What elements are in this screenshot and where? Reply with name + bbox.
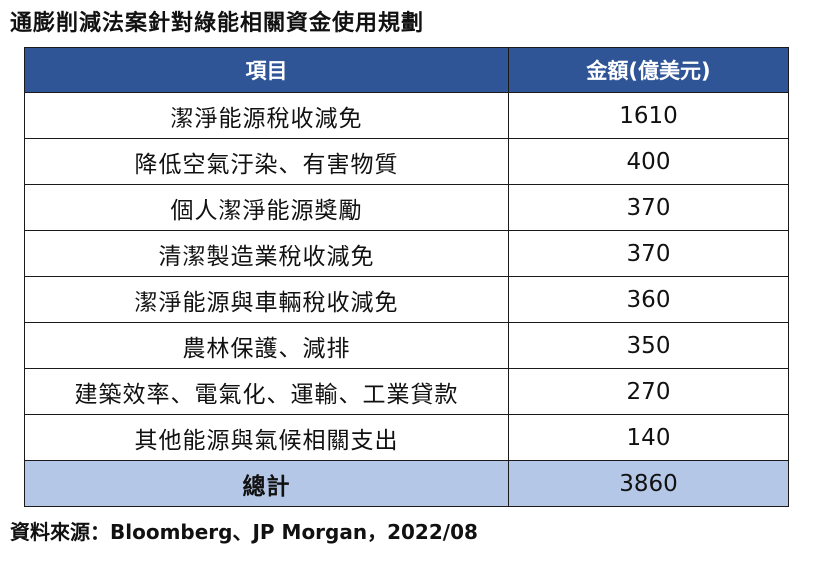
table-row: 清潔製造業稅收減免 370: [24, 230, 789, 277]
item-cell: 個人潔淨能源獎勵: [24, 184, 509, 231]
source-note: 資料來源：Bloomberg、JP Morgan，2022/08: [10, 520, 478, 544]
item-cell: 農林保護、減排: [24, 322, 509, 369]
item-cell: 其他能源與氣候相關支出: [24, 414, 509, 461]
amount-cell: 270: [508, 368, 789, 415]
item-cell: 建築效率、電氣化、運輸、工業貸款: [24, 368, 509, 415]
column-header-item: 項目: [24, 47, 509, 93]
table-header-row: 項目 金額(億美元): [24, 47, 789, 93]
column-header-amount: 金額(億美元): [508, 47, 789, 93]
table-row: 農林保護、減排 350: [24, 322, 789, 369]
item-cell: 潔淨能源稅收減免: [24, 92, 509, 139]
amount-cell: 140: [508, 414, 789, 461]
amount-cell: 1610: [508, 92, 789, 139]
table-row: 建築效率、電氣化、運輸、工業貸款 270: [24, 368, 789, 415]
amount-cell: 350: [508, 322, 789, 369]
table-row: 個人潔淨能源獎勵 370: [24, 184, 789, 231]
item-cell: 清潔製造業稅收減免: [24, 230, 509, 277]
funding-table: 項目 金額(億美元) 潔淨能源稅收減免 1610 降低空氣汙染、有害物質 400…: [24, 47, 789, 507]
total-label: 總計: [24, 460, 509, 507]
total-row: 總計 3860: [24, 460, 789, 507]
amount-cell: 400: [508, 138, 789, 185]
table-row: 降低空氣汙染、有害物質 400: [24, 138, 789, 185]
table-row: 其他能源與氣候相關支出 140: [24, 414, 789, 461]
table-row: 潔淨能源稅收減免 1610: [24, 92, 789, 139]
table-row: 潔淨能源與車輛稅收減免 360: [24, 276, 789, 323]
amount-cell: 370: [508, 230, 789, 277]
total-amount: 3860: [508, 460, 789, 507]
item-cell: 潔淨能源與車輛稅收減免: [24, 276, 509, 323]
amount-cell: 370: [508, 184, 789, 231]
item-cell: 降低空氣汙染、有害物質: [24, 138, 509, 185]
page-title: 通膨削減法案針對綠能相關資金使用規劃: [10, 11, 425, 36]
amount-cell: 360: [508, 276, 789, 323]
